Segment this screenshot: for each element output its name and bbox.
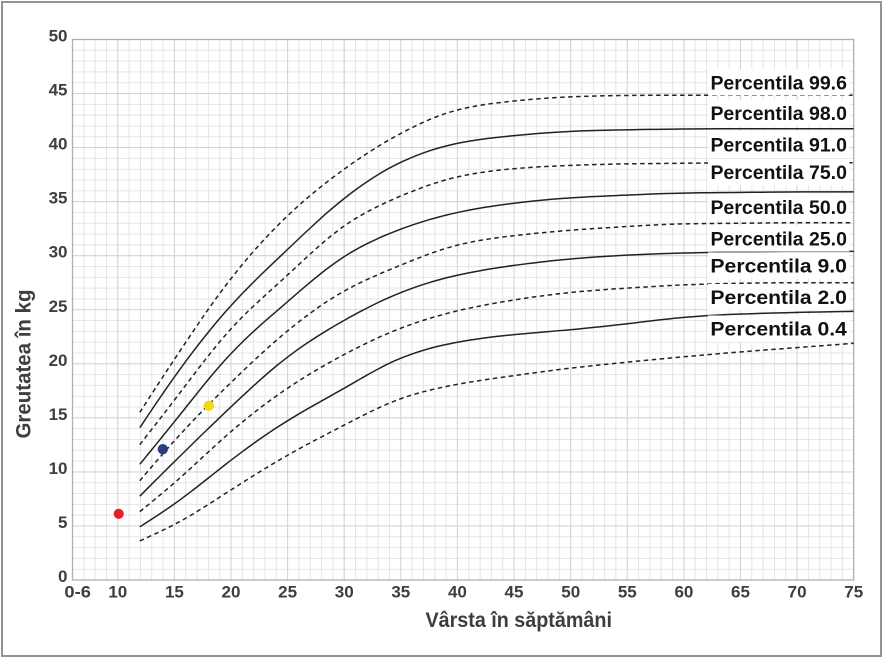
svg-text:15: 15: [49, 405, 68, 424]
svg-text:Percentila 9.0: Percentila 9.0: [710, 256, 847, 278]
svg-text:10: 10: [108, 583, 127, 602]
svg-text:Percentila 0.4: Percentila 0.4: [710, 319, 847, 341]
svg-text:15: 15: [165, 583, 184, 602]
svg-text:Percentila 25.0: Percentila 25.0: [710, 228, 847, 250]
svg-text:40: 40: [448, 583, 467, 602]
svg-text:0-6: 0-6: [64, 583, 91, 602]
svg-text:50: 50: [49, 27, 68, 46]
svg-text:35: 35: [49, 189, 68, 208]
svg-text:Percentila 2.0: Percentila 2.0: [710, 287, 847, 309]
svg-text:20: 20: [49, 351, 68, 370]
svg-text:Percentila 75.0: Percentila 75.0: [710, 162, 847, 184]
svg-text:30: 30: [49, 243, 68, 262]
svg-text:0: 0: [58, 567, 67, 586]
svg-text:55: 55: [618, 583, 637, 602]
svg-text:40: 40: [49, 135, 68, 154]
svg-text:Percentila 99.6: Percentila 99.6: [710, 72, 847, 94]
svg-text:45: 45: [505, 583, 524, 602]
svg-text:65: 65: [731, 583, 750, 602]
svg-text:Greutatea în kg: Greutatea în kg: [13, 290, 36, 439]
svg-text:Percentila 50.0: Percentila 50.0: [710, 197, 847, 219]
svg-text:Percentila 98.0: Percentila 98.0: [710, 103, 847, 125]
svg-text:25: 25: [49, 297, 68, 316]
svg-text:10: 10: [49, 459, 68, 478]
svg-text:45: 45: [49, 81, 68, 100]
svg-text:Percentila 91.0: Percentila 91.0: [710, 135, 847, 157]
svg-text:Vârsta în săptămâni: Vârsta în săptămâni: [425, 609, 612, 632]
svg-text:25: 25: [278, 583, 297, 602]
svg-text:50: 50: [561, 583, 580, 602]
svg-text:75: 75: [844, 583, 863, 602]
svg-text:5: 5: [58, 513, 67, 532]
svg-text:60: 60: [674, 583, 693, 602]
svg-text:70: 70: [788, 583, 807, 602]
svg-text:30: 30: [335, 583, 354, 602]
svg-text:20: 20: [222, 583, 241, 602]
svg-text:35: 35: [391, 583, 410, 602]
